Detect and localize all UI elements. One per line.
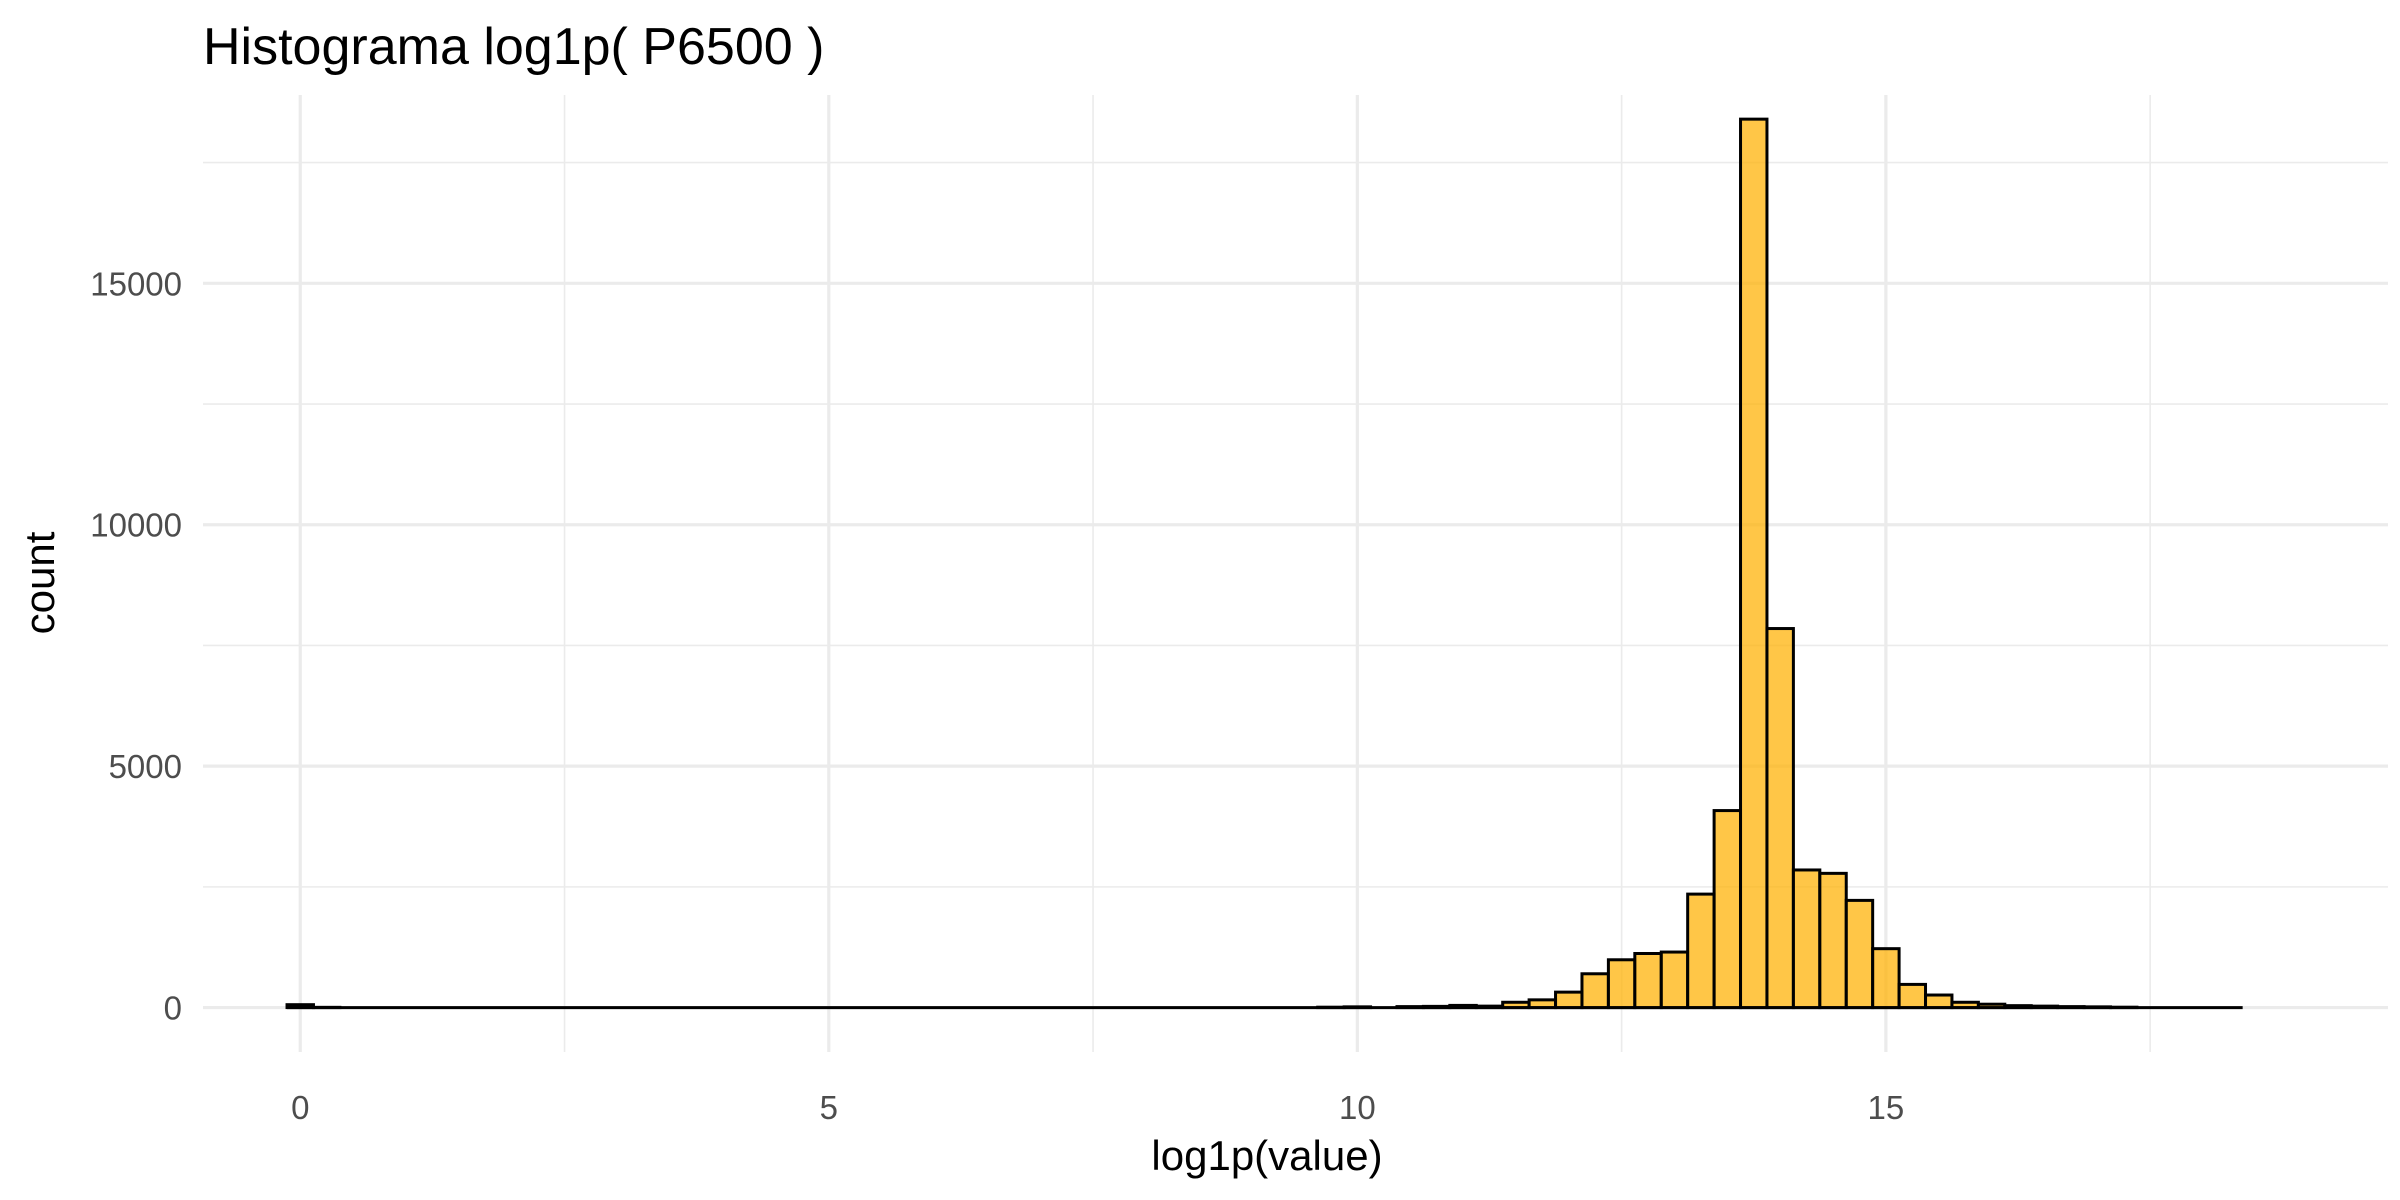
x-axis-tick-labels: 0 5 10 15 <box>291 1089 1904 1126</box>
y-tick-label: 0 <box>164 990 182 1027</box>
y-axis-label: count <box>16 531 63 634</box>
histogram-bar <box>1448 1003 1478 1010</box>
histogram-bar <box>2029 1004 2060 1010</box>
histogram-bar <box>2056 1005 2086 1010</box>
histogram-bar <box>1844 898 1875 1010</box>
histogram-bar <box>285 1003 315 1010</box>
histogram-bar <box>1501 1000 1531 1010</box>
y-tick-label: 15000 <box>90 265 182 302</box>
histogram-bar <box>1765 627 1795 1010</box>
y-axis-tick-labels: 0 5000 10000 15000 <box>90 265 182 1026</box>
histogram-bar <box>1897 982 1928 1010</box>
x-tick-label: 0 <box>291 1089 309 1126</box>
histogram-bar <box>1791 868 1822 1010</box>
histogram-bar <box>1474 1004 1505 1010</box>
histogram-bars <box>285 117 2243 1010</box>
x-tick-label: 15 <box>1868 1089 1905 1126</box>
histogram-bar <box>1580 972 1610 1010</box>
histogram-bar <box>1871 947 1901 1010</box>
histogram-bar <box>1739 117 1769 1010</box>
histogram-bar <box>1818 871 1848 1010</box>
major-gridlines <box>203 95 2388 1052</box>
histogram-bar <box>2003 1004 2033 1010</box>
histogram-bar <box>1633 951 1663 1010</box>
histogram-bar <box>1527 998 1558 1010</box>
histogram-bar <box>1686 892 1716 1010</box>
histogram-bar <box>1554 990 1584 1010</box>
y-tick-label: 5000 <box>109 748 182 785</box>
chart-title: Histograma log1p( P6500 ) <box>203 18 824 76</box>
histogram-bar <box>1976 1002 2007 1010</box>
x-tick-label: 10 <box>1339 1089 1376 1126</box>
histogram-bar <box>1924 993 1954 1010</box>
x-axis-label: log1p(value) <box>1151 1132 1382 1179</box>
histogram-bar <box>1421 1004 1452 1010</box>
histogram-bar <box>1712 809 1743 1010</box>
y-tick-label: 10000 <box>90 507 182 544</box>
minor-gridlines <box>203 95 2388 1052</box>
histogram-bar <box>1950 1000 1980 1010</box>
x-tick-label: 5 <box>820 1089 838 1126</box>
histogram-bar <box>2082 1005 2113 1010</box>
histogram-bar <box>1606 958 1637 1010</box>
histogram-bar <box>1659 950 1690 1010</box>
histogram-bar <box>1395 1005 1425 1010</box>
histogram-bar <box>1342 1005 1373 1010</box>
